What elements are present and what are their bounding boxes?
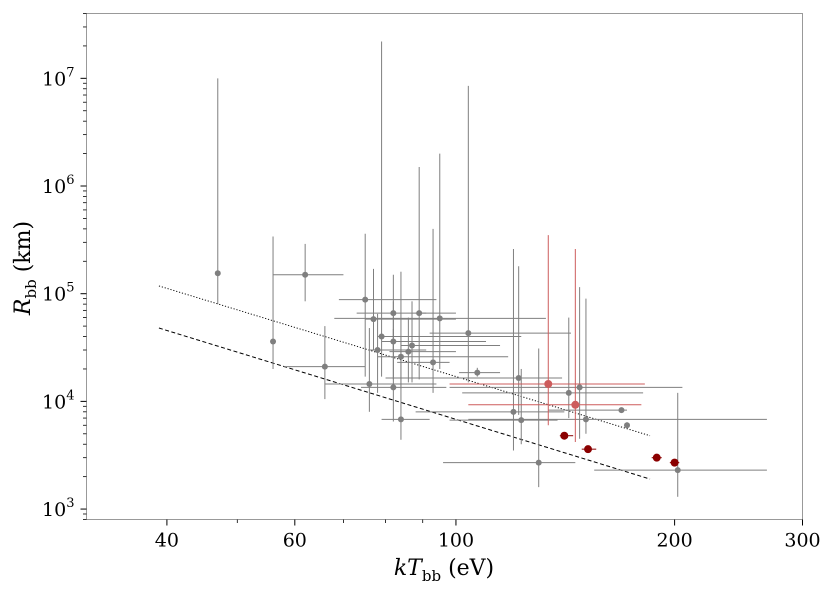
errorbars [217,41,767,497]
x-axis-label-unit: (eV) [441,556,494,581]
gray-point [510,408,517,415]
dashed-fit [158,327,651,480]
gray-point [565,389,572,396]
gray-point [430,359,437,366]
gray-point [518,417,525,424]
x-tick-label: 200 [656,530,692,552]
gray-point [624,422,631,429]
darkred-point [560,431,569,440]
gray-point [362,296,369,303]
plot-frame [86,13,803,520]
gray-point [366,381,373,388]
gray-point [576,384,583,391]
major-ticks [80,77,803,526]
gray-point [390,384,397,391]
gray-point [390,310,397,317]
gray-point [618,407,625,414]
x-axis-label-main: kT [394,556,424,581]
gray-point [515,374,522,381]
gray-point [321,363,328,370]
gray-point [405,348,412,355]
x-tick-label: 40 [155,530,179,552]
x-axis-label: kTbb (eV) [394,556,494,585]
gray-point [474,369,481,376]
x-axis-label-sub: bb [422,567,441,585]
gray-point [674,467,681,474]
y-axis-label: Rbb (km) [11,221,40,316]
gray-point [374,347,381,354]
gray-point [416,310,423,317]
fit-lines [158,285,651,480]
minor-ticks [83,13,424,523]
y-axis-label-sub: bb [22,279,40,298]
y-tick-label: 104 [42,388,74,413]
y-tick-label: 105 [42,281,74,306]
gray-point [302,271,309,278]
y-tick-label: 107 [42,65,74,90]
x-tick-labels: 40 60 100 200 300 [155,530,821,552]
y-axis-label-main: R [11,299,36,317]
gray-point [378,333,385,340]
lightred-point [571,400,580,409]
gray-point [436,315,443,322]
gray-point [535,459,542,466]
gray-point [370,316,377,323]
data-points [214,270,681,474]
darkred-point [584,445,593,454]
gray-point [465,330,472,337]
gray-point [397,416,404,423]
y-tick-label: 103 [42,496,74,521]
gray-point [397,353,404,360]
darkred-point [670,458,679,467]
x-tick-label: 60 [283,530,307,552]
gray-point [390,338,397,345]
y-tick-labels: 103 104 105 106 107 [42,65,74,521]
darkred-point [652,453,661,462]
x-tick-label: 100 [438,530,474,552]
lightred-point [544,380,553,389]
y-axis-label-unit: (km) [11,221,36,279]
gray-point [214,270,221,277]
y-tick-label: 106 [42,173,74,198]
gray-point [270,338,277,345]
dotted-fit [158,285,651,437]
x-tick-label: 300 [784,530,820,552]
gray-point [409,342,416,349]
gray-point [582,416,589,423]
